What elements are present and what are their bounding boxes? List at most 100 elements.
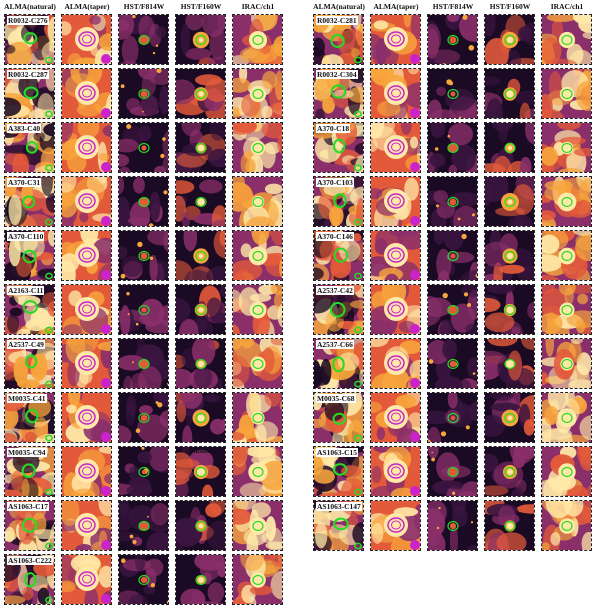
cutout-row: A370-C110 [2,230,287,283]
cutout-image [485,15,534,64]
cutout-alma-taper [61,68,112,119]
cutout-row: A370-C146 [311,230,596,283]
cutout-image [485,501,534,550]
cutout-hst-f160w [175,284,226,335]
cutout-hst-f160w [175,176,226,227]
cutout-row: AS1063-C222 [2,554,287,607]
column-header-hst-f814w: HST/F814W [123,2,165,11]
source-label: R0032-C281 [316,16,358,25]
cutout-alma-taper [61,284,112,335]
cutout-irac-ch1 [232,122,283,173]
cutout-image [62,69,111,118]
cutout-hst-f160w [484,446,535,497]
cutout-image [119,447,168,496]
cutout-image [485,69,534,118]
cutout-image [233,15,282,64]
cutout-image [233,447,282,496]
cutout-alma-natural: AS1063-C147 [313,500,364,551]
cutout-alma-taper [370,122,421,173]
cutout-image [62,555,111,604]
source-label: A370-C31 [7,178,42,187]
cutout-alma-natural: M0035-C68 [313,392,364,443]
cutout-image [176,447,225,496]
column-header-hst-f814w: HST/F814W [432,2,474,11]
outside-note: (outside) [188,448,213,455]
cutout-image [176,339,225,388]
cutout-image [119,501,168,550]
cutout-hst-f814w [118,14,169,65]
cutout-irac-ch1 [541,68,592,119]
cutout-alma-taper [61,554,112,605]
cutout-irac-ch1 [541,392,592,443]
cutout-image [119,177,168,226]
cutout-hst-f814w [118,230,169,281]
source-label: AS1063-C17 [7,502,50,511]
cutout-hst-f160w [484,338,535,389]
cutout-irac-ch1 [232,500,283,551]
cutout-hst-f160w [484,176,535,227]
cutout-image [485,177,534,226]
cutout-image [62,447,111,496]
cutout-image [119,285,168,334]
cutout-image [176,393,225,442]
cutout-alma-natural: AS1063-C17 [4,500,55,551]
cutout-image [428,501,477,550]
column-header-alma-taper: ALMA(taper) [64,2,110,11]
cutout-image [62,501,111,550]
cutout-image [233,285,282,334]
cutout-image [485,123,534,172]
cutout-image [428,339,477,388]
cutout-alma-natural: A370-C18 [313,122,364,173]
cutout-hst-f814w [427,392,478,443]
cutout-row: A370-C31 [2,176,287,229]
cutout-hst-f814w [118,284,169,335]
cutout-image [428,69,477,118]
cutout-irac-ch1 [232,392,283,443]
cutout-hst-f814w [118,554,169,605]
cutout-image [119,555,168,604]
cutout-alma-natural: R0032-C281 [313,14,364,65]
cutout-alma-natural: AS1063-C15 [313,446,364,497]
cutout-row: R0032-C276 [2,14,287,67]
cutout-alma-natural: A2163-C11 [4,284,55,335]
cutout-alma-taper [61,176,112,227]
cutout-alma-natural: R0032-C287 [4,68,55,119]
cutout-image [371,177,420,226]
cutout-row: AS1063-C17 [2,500,287,553]
column-header-alma-taper: ALMA(taper) [373,2,419,11]
cutout-hst-f160w [175,14,226,65]
cutout-irac-ch1 [541,446,592,497]
cutout-image [62,231,111,280]
cutout-hst-f814w [427,284,478,335]
cutout-alma-natural: A370-C146 [313,230,364,281]
cutout-image [119,123,168,172]
cutout-alma-taper [61,14,112,65]
source-label: R0032-C276 [7,16,49,25]
cutout-alma-natural: R0032-C304 [313,68,364,119]
cutout-row: A2163-C11 [2,284,287,337]
cutout-hst-f814w [118,176,169,227]
cutout-image [542,285,591,334]
cutout-image [314,285,363,334]
cutout-image [371,501,420,550]
source-label: A370-C18 [316,124,351,133]
cutout-image [542,501,591,550]
cutout-image [176,285,225,334]
cutout-hst-f814w [118,122,169,173]
cutout-irac-ch1 [541,230,592,281]
cutout-alma-taper [61,392,112,443]
cutout-alma-natural: M0035-C94 [4,446,55,497]
cutout-hst-f160w [484,14,535,65]
cutout-hst-f814w [118,68,169,119]
cutout-hst-f814w [427,176,478,227]
column-header-alma-natural: ALMA(natural) [313,2,365,11]
cutout-image [485,447,534,496]
source-label: A370-C110 [7,232,45,241]
cutout-image [119,339,168,388]
cutout-alma-natural: A370-C103 [313,176,364,227]
column-header-irac-ch1: IRAC/ch1 [550,2,584,11]
cutout-image [371,231,420,280]
cutout-alma-taper [370,176,421,227]
cutout-hst-f160w [484,68,535,119]
cutout-image [542,393,591,442]
